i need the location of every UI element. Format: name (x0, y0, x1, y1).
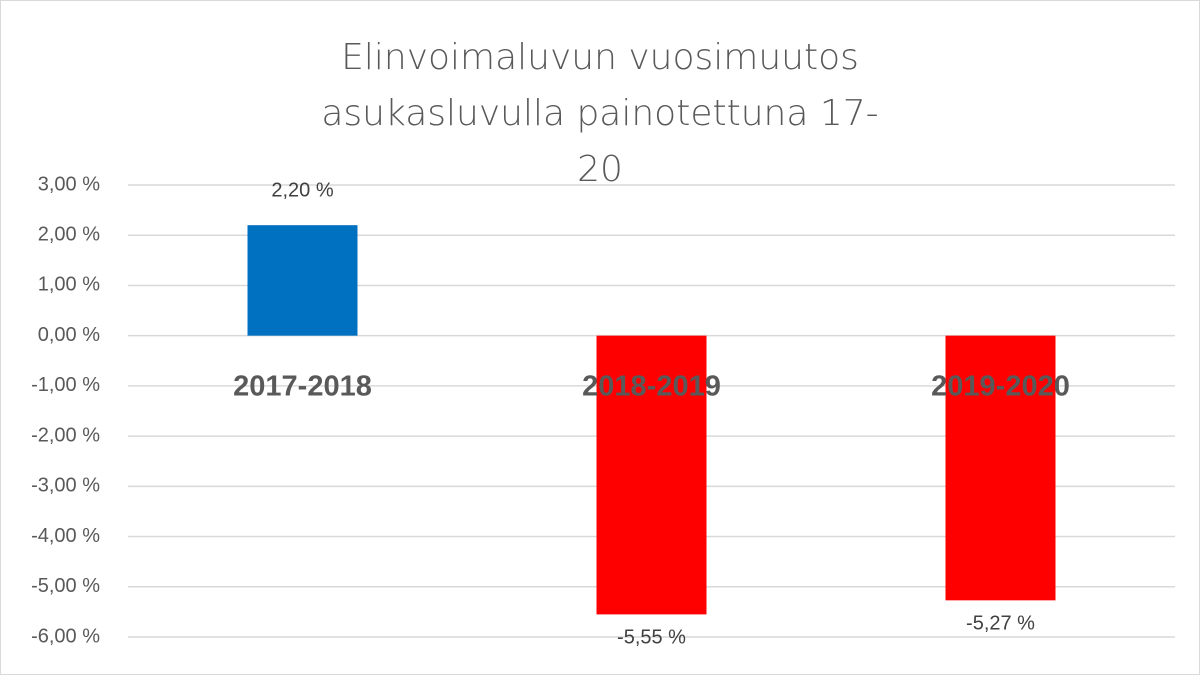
y-tick-label: -6,00 % (31, 625, 100, 647)
y-tick-label: 0,00 % (38, 324, 100, 346)
chart-title: Elinvoimaluvun vuosimuutos asukasluvulla… (321, 37, 879, 190)
y-tick-label: -4,00 % (31, 525, 100, 547)
y-tick-label: -3,00 % (31, 475, 100, 497)
y-tick-label: -1,00 % (31, 374, 100, 396)
y-tick-label: -2,00 % (31, 424, 100, 446)
x-tick-label: 2018-2019 (582, 370, 721, 402)
y-tick-label: -5,00 % (31, 575, 100, 597)
data-label: 2,20 % (271, 179, 333, 201)
data-label: -5,55 % (617, 627, 686, 649)
bar (247, 225, 358, 336)
bar (945, 335, 1056, 601)
y-tick-label: 3,00 % (38, 173, 100, 195)
data-label: -5,27 % (966, 613, 1035, 635)
bar (596, 335, 707, 615)
y-tick-label: 1,00 % (38, 274, 100, 296)
x-tick-label: 2019-2020 (931, 370, 1070, 402)
y-tick-label: 2,00 % (38, 224, 100, 246)
x-tick-label: 2017-2018 (233, 370, 372, 402)
